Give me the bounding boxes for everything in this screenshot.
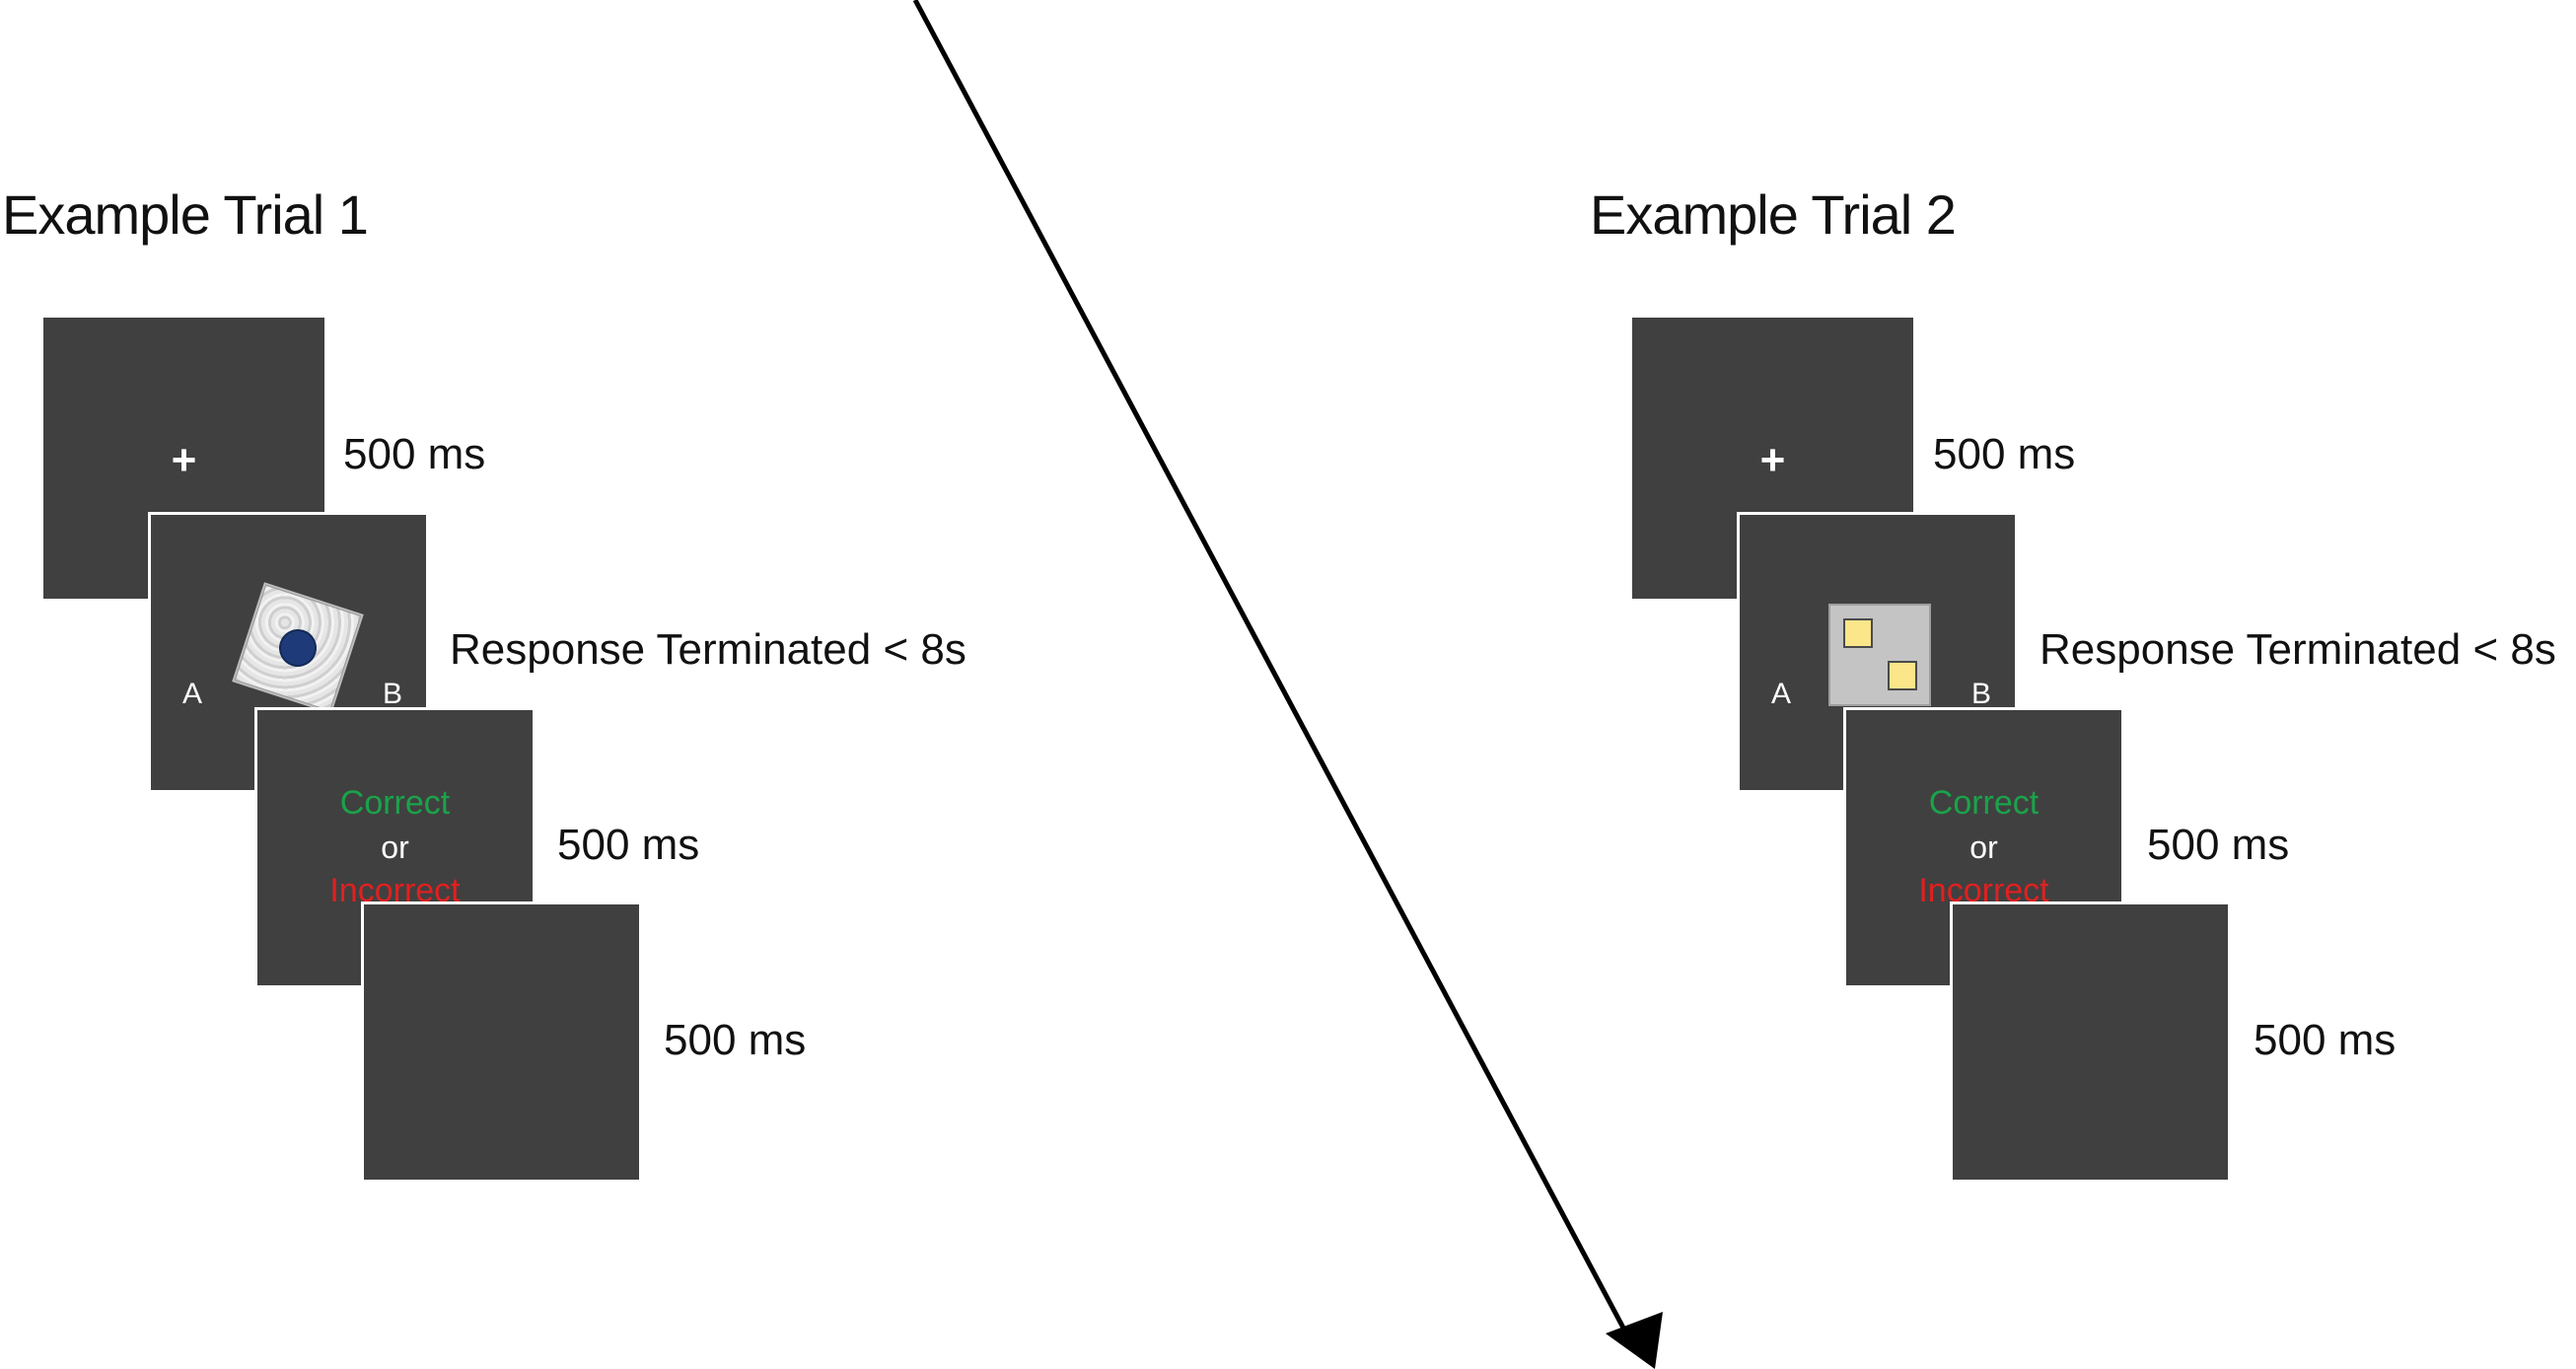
trial-2-feedback-duration: 500 ms xyxy=(2147,821,2290,869)
trial-2-title: Example Trial 2 xyxy=(1590,183,1957,246)
trial-2-blank-duration: 500 ms xyxy=(2254,1016,2397,1064)
time-arrow-line xyxy=(912,0,1628,1333)
feedback-or: or xyxy=(381,829,409,865)
trial-1-blank-duration: 500 ms xyxy=(664,1016,807,1064)
trial-1-response-duration: Response Terminated < 8s xyxy=(450,625,966,674)
option-a-label: A xyxy=(182,678,203,710)
trial-1-feedback-duration: 500 ms xyxy=(557,821,700,869)
option-b-label: B xyxy=(383,678,403,710)
option-a-label: A xyxy=(1771,678,1792,710)
trial-1-title: Example Trial 1 xyxy=(2,183,369,246)
trial-1-blank-screen xyxy=(361,901,642,1183)
option-b-label: B xyxy=(1971,678,1992,710)
textured-stimulus xyxy=(232,582,364,714)
trial-2-fixation-duration: 500 ms xyxy=(1933,430,2076,478)
time-arrow-head xyxy=(1606,1312,1663,1369)
blue-dot xyxy=(274,624,322,672)
yellow-square-2 xyxy=(1888,661,1917,690)
yellow-square-1 xyxy=(1843,618,1873,648)
fixation-cross: + xyxy=(171,436,197,484)
gray-stimulus xyxy=(1828,604,1931,706)
trial-2-blank-screen xyxy=(1950,901,2231,1183)
fixation-cross: + xyxy=(1759,436,1786,484)
trial-1-fixation-duration: 500 ms xyxy=(343,430,486,478)
feedback-correct: Correct xyxy=(1928,784,2039,822)
feedback-or: or xyxy=(1969,829,1998,865)
feedback-correct: Correct xyxy=(339,784,451,822)
trial-2-response-duration: Response Terminated < 8s xyxy=(2039,625,2556,674)
